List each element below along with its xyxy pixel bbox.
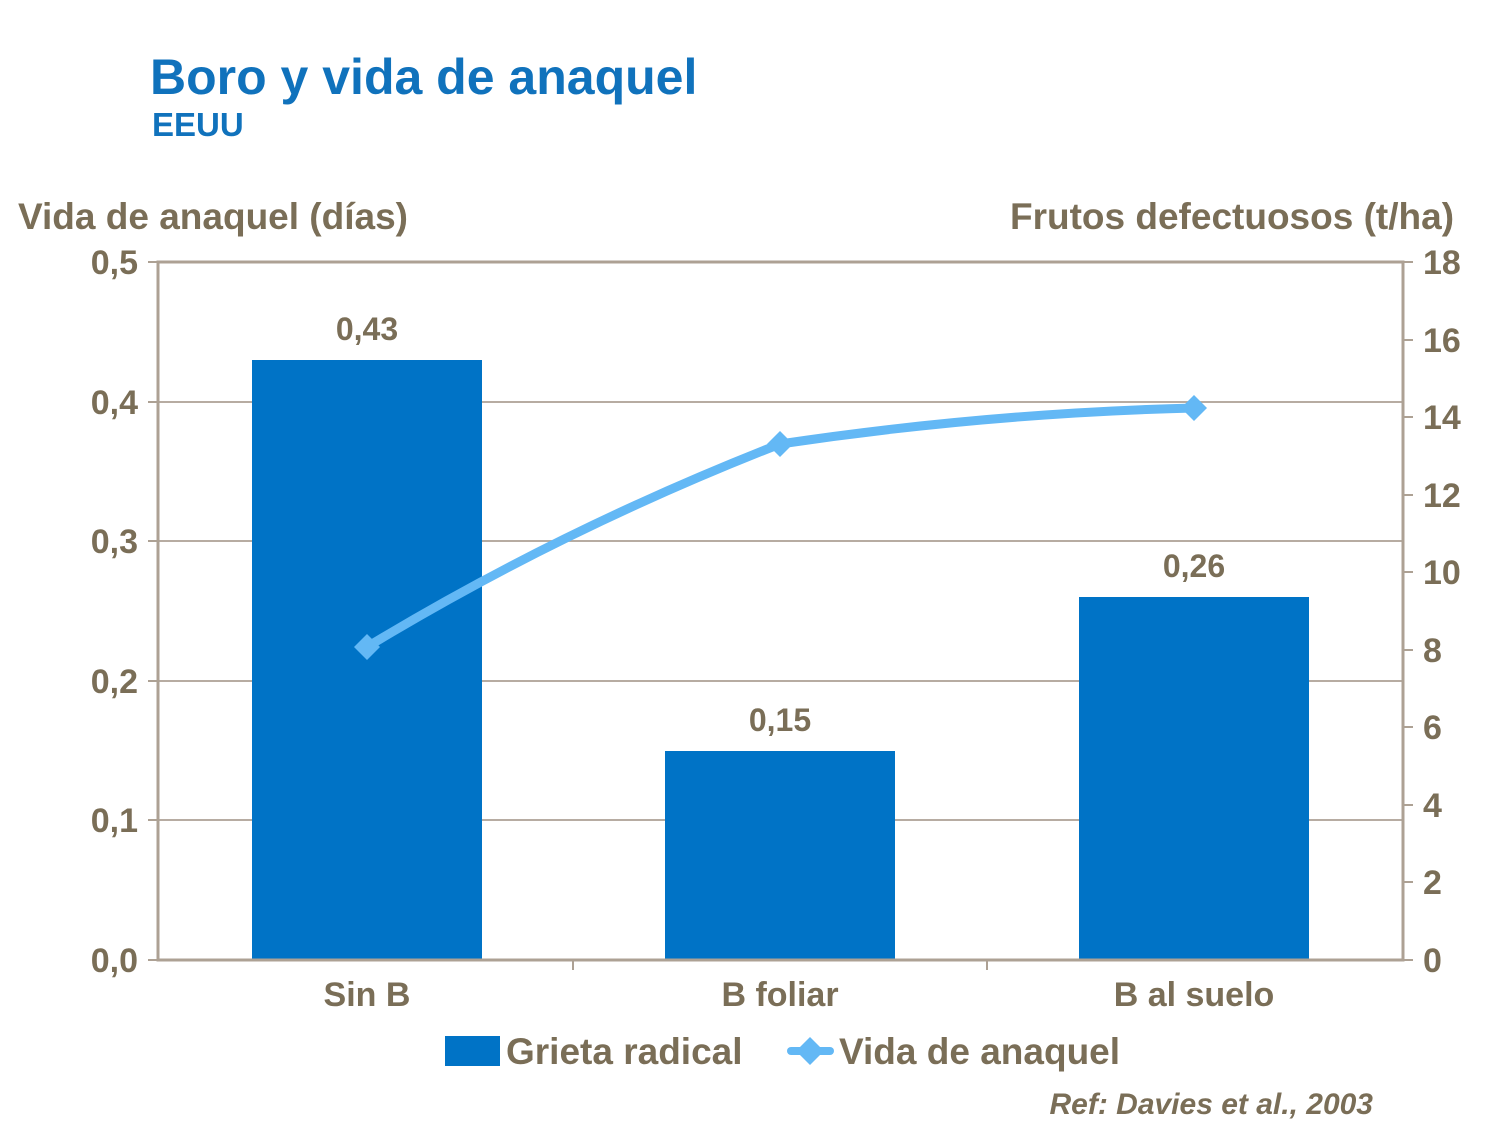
svg-text:8: 8 bbox=[1423, 632, 1442, 670]
svg-text:Grieta radical: Grieta radical bbox=[506, 1031, 743, 1072]
svg-text:B foliar: B foliar bbox=[721, 976, 838, 1014]
svg-text:0,5: 0,5 bbox=[91, 244, 138, 282]
svg-text:0,1: 0,1 bbox=[91, 802, 138, 840]
svg-text:0: 0 bbox=[1423, 942, 1442, 980]
svg-text:Vida de anaquel: Vida de anaquel bbox=[839, 1031, 1120, 1072]
svg-text:B al suelo: B al suelo bbox=[1114, 976, 1275, 1014]
svg-text:14: 14 bbox=[1423, 399, 1461, 437]
svg-text:0,2: 0,2 bbox=[91, 663, 138, 701]
svg-text:0,26: 0,26 bbox=[1163, 548, 1225, 584]
svg-text:10: 10 bbox=[1423, 554, 1461, 592]
svg-text:0,15: 0,15 bbox=[749, 702, 811, 738]
svg-text:0,3: 0,3 bbox=[91, 523, 138, 561]
svg-text:0,0: 0,0 bbox=[91, 942, 138, 980]
svg-text:2: 2 bbox=[1423, 864, 1442, 902]
svg-text:Sin B: Sin B bbox=[324, 976, 411, 1014]
svg-text:0,4: 0,4 bbox=[91, 384, 138, 422]
svg-text:12: 12 bbox=[1423, 477, 1461, 515]
svg-text:0,43: 0,43 bbox=[336, 311, 398, 347]
svg-text:6: 6 bbox=[1423, 709, 1442, 747]
svg-text:16: 16 bbox=[1423, 322, 1461, 360]
svg-text:18: 18 bbox=[1423, 244, 1461, 282]
svg-text:Ref: Davies et al., 2003: Ref: Davies et al., 2003 bbox=[1049, 1088, 1373, 1121]
svg-text:4: 4 bbox=[1423, 787, 1442, 825]
